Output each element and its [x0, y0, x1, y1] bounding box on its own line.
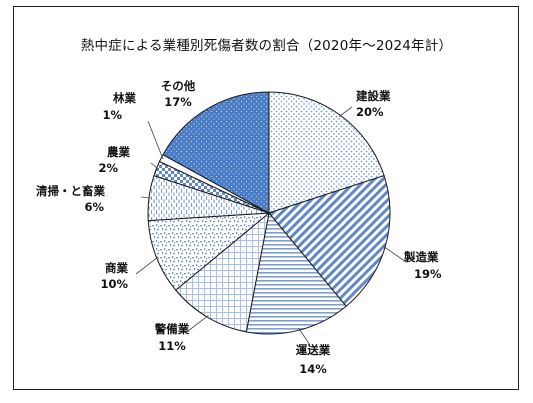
leader-line-0: [338, 106, 353, 118]
leader-lines: [135, 106, 407, 346]
slice-value-label: 19%: [414, 267, 442, 281]
chart-title: 熱中症による業種別死傷者数の割合（2020年～2024年計）: [80, 38, 453, 54]
leader-line-6: [150, 162, 159, 170]
slice-name-label: 建設業: [356, 89, 391, 103]
leader-line-4: [135, 256, 159, 275]
slice-name-label: 運送業: [296, 343, 331, 357]
pie-slice-2: [245, 211, 347, 335]
leader-line-1: [383, 245, 407, 263]
pie-slice-1: [268, 174, 391, 307]
slice-value-label: 1%: [102, 108, 122, 122]
pie-slices: [147, 91, 391, 335]
slice-labels: 建設業 20% 製造業 19% 運送業 14% 警備業 11% 商業 10% 清掃・と畜業 6% 農業 2…: [36, 79, 442, 376]
pie-slice-0: [268, 91, 385, 214]
slice-value-label: 6%: [84, 200, 104, 214]
slice-name-label: その他: [161, 79, 196, 93]
leader-line-3: [187, 315, 209, 332]
slice-name-label: 警備業: [154, 322, 190, 336]
slice-value-label: 14%: [299, 362, 327, 376]
pie-slice-4: [147, 212, 271, 291]
pie-slice-8: [162, 91, 270, 214]
leader-line-8: [204, 109, 209, 111]
leader-line-2: [298, 328, 311, 346]
slice-value-label: 17%: [164, 95, 192, 109]
pie-slice-3: [175, 211, 270, 333]
slice-value-label: 11%: [158, 339, 186, 353]
slice-name-label: 農業: [107, 145, 130, 159]
slice-value-label: 2%: [98, 161, 118, 175]
slice-value-label: 20%: [356, 105, 384, 119]
leader-line-5: [140, 196, 151, 199]
slice-name-label: 製造業: [403, 250, 439, 264]
slice-name-label: 清掃・と畜業: [36, 184, 105, 198]
leader-line-7: [147, 120, 164, 160]
slice-value-label: 10%: [100, 277, 128, 291]
slice-name-label: 商業: [105, 261, 128, 275]
slice-name-label: 林業: [113, 91, 136, 105]
